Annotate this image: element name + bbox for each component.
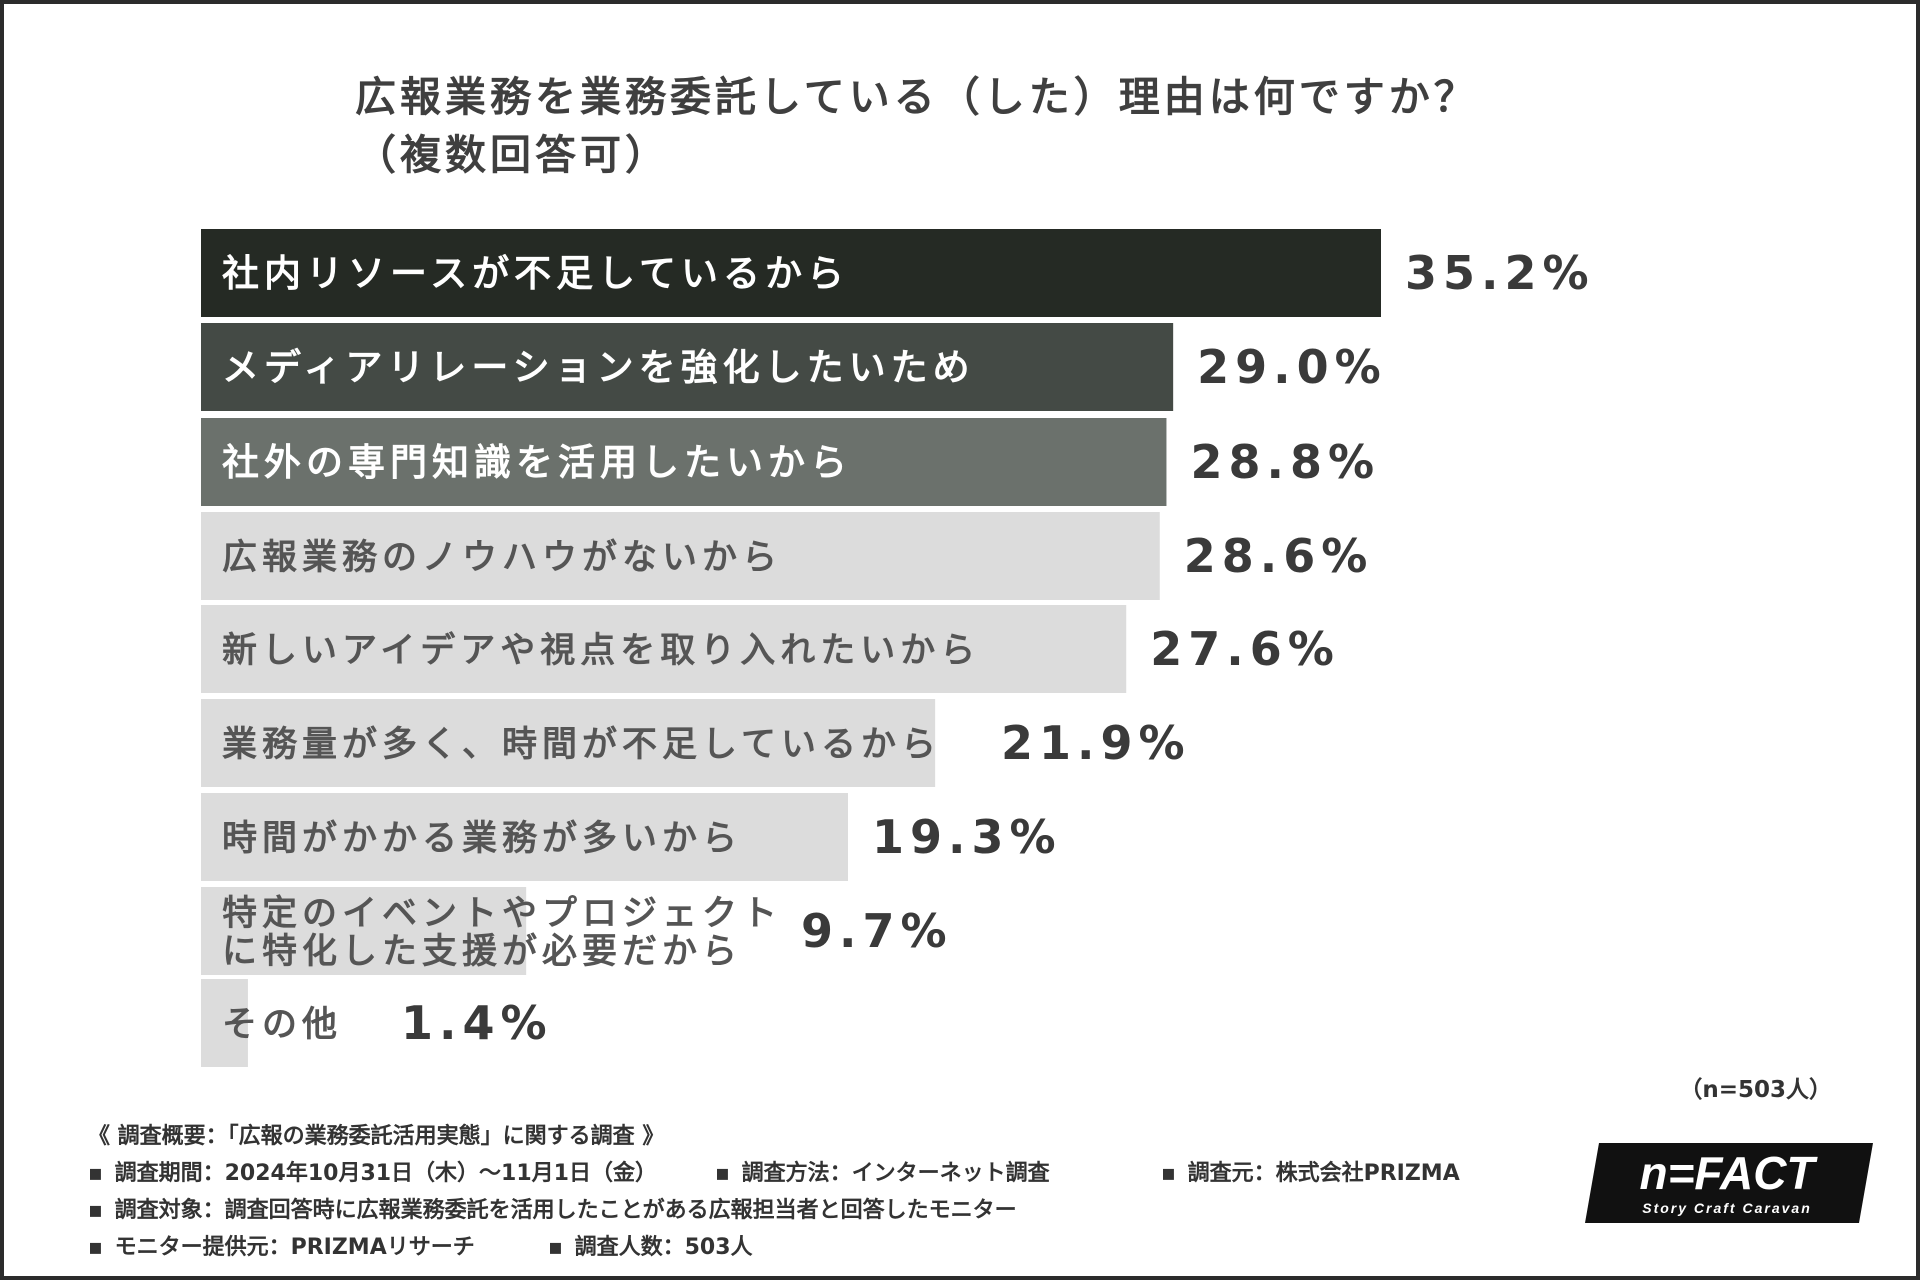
bar-category-label: その他	[222, 1005, 342, 1045]
survey-heading-row: 《 調査概要：「広報の業務委託活用実態」に関する調査 》	[88, 1118, 1460, 1155]
logo-brand-text: n=FACT	[1639, 1147, 1818, 1199]
logo-background	[1585, 1143, 1873, 1223]
survey-overview: 《 調査概要：「広報の業務委託活用実態」に関する調査 》 ▪ 調査期間：2024…	[88, 1118, 1460, 1266]
bar-category-label: 時間がかかる業務が多いから	[222, 819, 742, 859]
bullet-icon: ▪	[715, 1161, 730, 1186]
bullet-icon: ▪	[88, 1198, 103, 1223]
bar-chart: 社内リソースが不足しているから 35.2% メディアリレーションを強化したいため 29…	[201, 229, 1595, 1067]
survey-row-2: ▪ 調査対象：調査回答時に広報業務委託を活用したことがある広報担当者と回答したモ…	[88, 1192, 1460, 1229]
bar-value-label: 29.0%	[1197, 340, 1387, 394]
survey-method: 調査方法：インターネット調査	[741, 1161, 1050, 1186]
survey-target: 調査対象：調査回答時に広報業務委託を活用したことがある広報担当者と回答したモニタ…	[114, 1198, 1017, 1223]
nfact-logo: n=FACT Story Craft Caravan	[1585, 1143, 1873, 1223]
bullet-icon: ▪	[548, 1235, 563, 1260]
bar-value-label: 28.8%	[1190, 435, 1380, 489]
bar-category-label: メディアリレーションを強化したいため	[222, 346, 975, 389]
bullet-icon: ▪	[88, 1161, 103, 1186]
bar-category-label: 社内リソースが不足しているから	[222, 252, 849, 295]
bar	[201, 979, 248, 1067]
survey-period: 調査期間：2024年10月31日（木）〜11月1日（金）	[114, 1161, 657, 1186]
bar	[201, 887, 527, 975]
bar	[201, 605, 1127, 693]
bar-value-label: 21.9%	[1001, 716, 1191, 770]
bar-value-label: 9.7%	[801, 904, 953, 958]
chart-title: 広報業務を業務委託している（した）理由は何ですか？ （複数回答可）	[355, 68, 1479, 184]
logo-tagline: Story Craft Caravan	[1642, 1200, 1812, 1216]
chart-title-line2: （複数回答可）	[355, 131, 670, 179]
bar-category-label: 新しいアイデアや視点を取り入れたいから	[222, 630, 980, 671]
bar	[201, 418, 1167, 506]
bar	[201, 229, 1381, 317]
bar	[201, 793, 848, 881]
chart-title-line1: 広報業務を業務委託している（した）理由は何ですか？	[355, 73, 1479, 121]
bar-category-label: 特定のイベントやプロジェクトに特化した支援が必要だから	[222, 894, 782, 972]
bar-category-label: 業務量が多く、時間が不足しているから	[222, 725, 941, 765]
bar-value-label: 35.2%	[1405, 246, 1595, 300]
bar	[201, 323, 1174, 411]
survey-row-3: ▪ モニター提供元：PRIZMAリサーチ ▪ 調査人数：503人	[88, 1229, 1460, 1266]
survey-row-1: ▪ 調査期間：2024年10月31日（木）〜11月1日（金） ▪ 調査方法：イン…	[88, 1155, 1460, 1192]
bar	[201, 512, 1160, 600]
survey-count: 調査人数：503人	[574, 1235, 753, 1260]
bar-value-label: 19.3%	[872, 810, 1062, 864]
survey-provider: モニター提供元：PRIZMAリサーチ	[114, 1235, 475, 1260]
bullet-icon: ▪	[88, 1235, 103, 1260]
bar-value-label: 28.6%	[1184, 529, 1374, 583]
bar-value-label: 27.6%	[1150, 622, 1340, 676]
survey-source: 調査元：株式会社PRIZMA	[1187, 1161, 1460, 1186]
sample-size-note: （n=503人）	[1679, 1077, 1832, 1103]
bar-value-label: 1.4%	[401, 996, 553, 1050]
bar	[201, 699, 936, 787]
survey-heading: 《 調査概要：「広報の業務委託活用実態」に関する調査 》	[88, 1124, 665, 1149]
bar-category-label: 広報業務のノウハウがないから	[222, 538, 782, 578]
bullet-icon: ▪	[1161, 1161, 1176, 1186]
bar-category-label: 社外の専門知識を活用したいから	[222, 441, 852, 484]
